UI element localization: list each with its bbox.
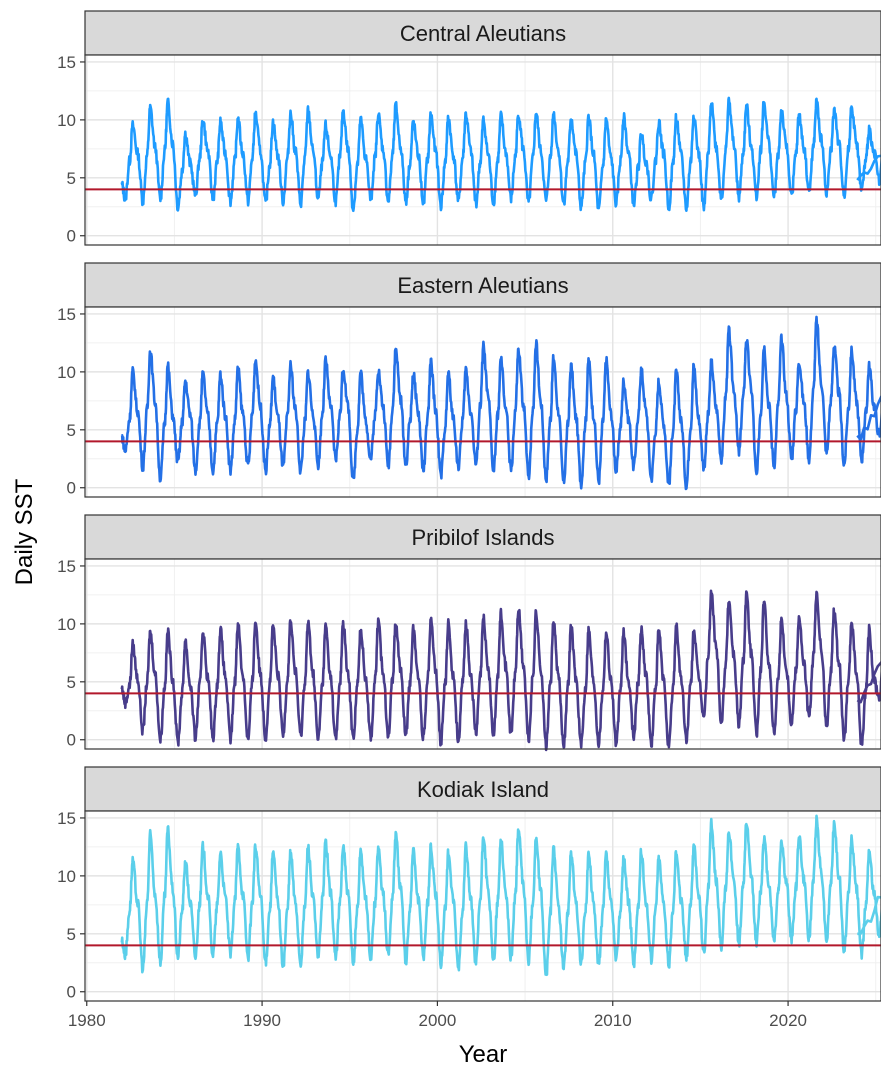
panel-pribilof-islands: Pribilof Islands 0 5 10 15 (57, 514, 881, 752)
y-axis-title: Daily SST (11, 478, 38, 585)
strip-label: Eastern Aleutians (397, 273, 568, 298)
y-tick-label: 5 (67, 925, 76, 944)
strip-eastern-aleutians (84, 262, 881, 308)
panel-border (84, 54, 881, 246)
y-tick-label: 15 (57, 557, 76, 576)
strip-label: Kodiak Island (417, 777, 549, 802)
panel-border (84, 810, 881, 1002)
strip-central-aleutians (84, 10, 881, 56)
y-tick-label: 0 (67, 479, 76, 498)
x-axis: 1980 1990 2000 2010 2020 (68, 1001, 807, 1030)
y-tick-label: 10 (57, 111, 76, 130)
x-tick-label: 1990 (243, 1011, 281, 1030)
strip-label: Central Aleutians (400, 21, 566, 46)
series-line-central-aleutians (120, 96, 881, 213)
y-tick-label: 10 (57, 867, 76, 886)
y-tick-label: 0 (67, 227, 76, 246)
panel-border (84, 306, 881, 498)
x-axis-title: Year (459, 1041, 508, 1068)
y-tick-label: 10 (57, 615, 76, 634)
panel-border (84, 558, 881, 750)
strip-label: Pribilof Islands (411, 525, 554, 550)
series-line-pribilof-islands (120, 589, 881, 752)
y-tick-label: 15 (57, 305, 76, 324)
series-line-kodiak-island (120, 814, 881, 977)
panel-kodiak-island: Kodiak Island 0 5 10 15 (57, 766, 881, 1002)
x-tick-label: 2010 (594, 1011, 632, 1030)
y-tick-label: 10 (57, 363, 76, 382)
x-tick-label: 2000 (419, 1011, 457, 1030)
x-tick-label: 1980 (68, 1011, 106, 1030)
strip-kodiak-island (84, 766, 881, 812)
y-tick-label: 5 (67, 421, 76, 440)
panel-central-aleutians: Central Aleutians 0 5 10 15 (57, 10, 881, 246)
strip-pribilof-islands (84, 514, 881, 560)
y-tick-label: 5 (67, 169, 76, 188)
y-tick-label: 15 (57, 809, 76, 828)
y-tick-label: 0 (67, 731, 76, 750)
x-tick-label: 2020 (769, 1011, 807, 1030)
y-tick-label: 15 (57, 53, 76, 72)
y-tick-label: 5 (67, 673, 76, 692)
y-tick-label: 0 (67, 983, 76, 1002)
panel-eastern-aleutians: Eastern Aleutians 0 5 10 15 (57, 262, 881, 498)
